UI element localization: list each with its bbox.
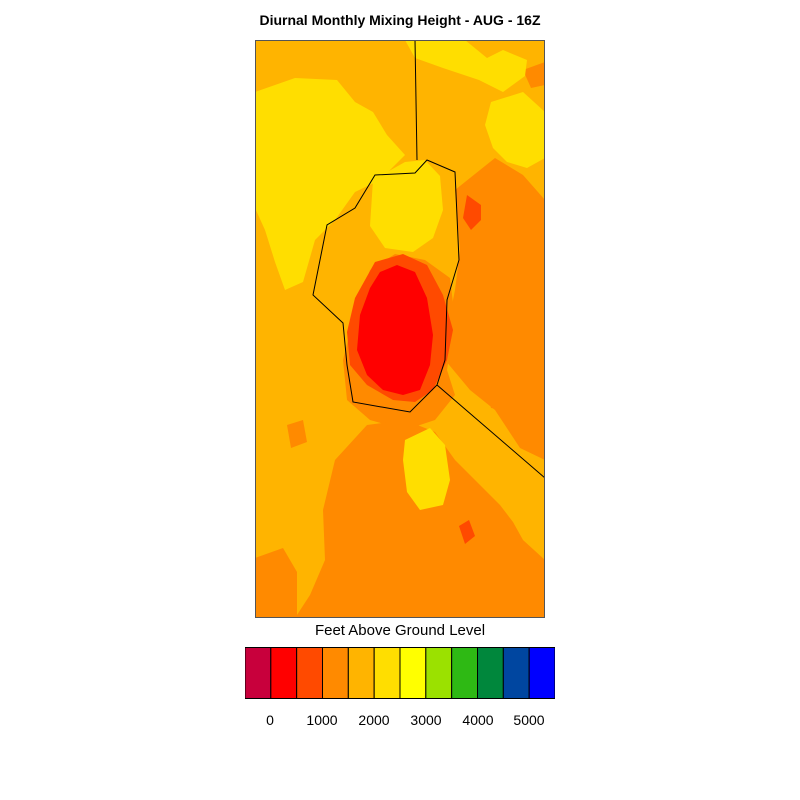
colorbar-swatch: [502, 647, 530, 699]
map-title: Diurnal Monthly Mixing Height - AUG - 16…: [259, 12, 541, 28]
contour-orange-west-spot: [287, 420, 307, 448]
legend-tick-label: 0: [266, 712, 274, 728]
legend-tick-label: 4000: [462, 712, 494, 728]
contour-yellow-northwest: [255, 78, 405, 290]
colorbar-swatch: [244, 647, 272, 699]
contour-yellow-northeast: [485, 92, 545, 168]
basin-outline: [312, 159, 460, 413]
contour-orange-east: [445, 158, 545, 460]
contour-orange-south: [295, 420, 545, 618]
legend-tick-label: 3000: [410, 712, 442, 728]
colorbar-swatch: [399, 647, 427, 699]
contour-red-core: [357, 265, 433, 395]
contour-orange-southwest: [255, 548, 297, 618]
mixing-height-map: [255, 40, 545, 618]
colorbar-swatch: [425, 647, 453, 699]
colorbar: [244, 647, 556, 699]
legend-tick-label: 5000: [513, 712, 545, 728]
colorbar-swatch: [322, 647, 349, 699]
legend-tick-label: 2000: [358, 712, 390, 728]
colorbar-swatch: [347, 647, 375, 699]
contour-yellow-south: [403, 428, 450, 510]
legend-title: Feet Above Ground Level: [314, 622, 486, 639]
map-frame: [255, 40, 545, 618]
contour-orange-east-spot: [487, 382, 533, 412]
state-boundary-southeast: [436, 384, 545, 479]
contour-yellow-north: [405, 40, 527, 92]
contour-redorange-south-spot: [459, 520, 475, 544]
legend-tick-label: 1000: [306, 712, 338, 728]
contour-yellow-central: [370, 160, 443, 252]
colorbar-swatch: [296, 647, 323, 699]
contour-orange-northeast-spot: [523, 62, 545, 88]
colorbar-swatch: [528, 647, 556, 699]
contour-redorange-east-arm: [463, 195, 481, 230]
colorbar-swatch: [451, 647, 478, 699]
colorbar-swatch: [373, 647, 401, 699]
colorbar-swatch: [477, 647, 504, 699]
colorbar-swatch: [270, 647, 298, 699]
state-boundary-north: [414, 40, 418, 161]
